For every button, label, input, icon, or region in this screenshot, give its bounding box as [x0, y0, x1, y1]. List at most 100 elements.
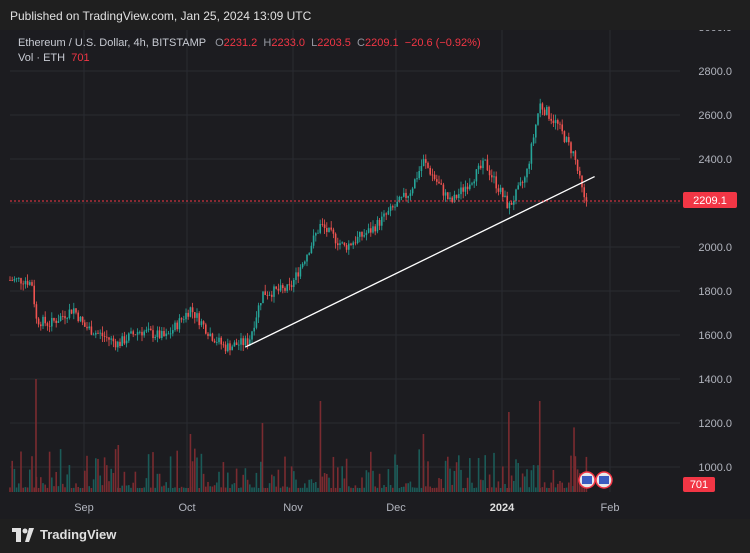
volume-bar — [350, 487, 352, 492]
symbol-title[interactable]: Ethereum / U.S. Dollar, 4h, BITSTAMP — [18, 37, 206, 49]
candle-body — [20, 278, 22, 284]
candle-body — [319, 223, 321, 233]
volume-bar — [216, 482, 218, 492]
candle-body — [521, 182, 524, 183]
candle-body — [455, 194, 458, 199]
candle-body — [229, 343, 231, 351]
volume-bar — [202, 473, 205, 492]
candle-body — [130, 331, 132, 334]
candle-body — [55, 320, 57, 323]
candle-body — [293, 279, 295, 287]
candle-body — [114, 341, 117, 348]
volume-bar — [125, 485, 128, 492]
volume-bar — [88, 486, 90, 492]
volume-spike — [573, 427, 575, 492]
legend-volume-row: Vol · ETH 701 — [18, 51, 481, 66]
volume-bar — [11, 460, 13, 492]
candle-body — [579, 170, 581, 176]
volume-bar — [469, 458, 471, 492]
candle-body — [462, 187, 464, 192]
volume-bar — [537, 465, 539, 492]
volume-bar — [370, 451, 372, 492]
volume-spike — [35, 379, 37, 492]
candle-body — [477, 165, 480, 170]
candle-body — [414, 179, 416, 189]
candle-body — [156, 330, 159, 337]
chart-area[interactable]: 3000.02800.02600.02400.02200.02000.01800… — [0, 22, 750, 519]
volume-bar — [101, 485, 104, 492]
volume-bar — [293, 471, 295, 492]
candle-body — [394, 206, 396, 208]
candle-body — [323, 224, 326, 228]
candle-body — [372, 226, 374, 233]
volume-bar — [299, 487, 302, 492]
candle-body — [585, 197, 588, 202]
volume-bar — [473, 487, 475, 492]
volume-bar — [185, 487, 187, 492]
volume-bar — [108, 481, 110, 492]
candle-body — [367, 228, 370, 233]
volume-bar — [462, 487, 464, 492]
candle-body — [403, 192, 405, 197]
event-markers[interactable] — [578, 471, 613, 489]
candle-body — [9, 280, 11, 281]
volume-bar — [308, 479, 310, 492]
candle-body — [88, 326, 90, 329]
y-tick-label: 2800.0 — [698, 66, 732, 78]
volume-bar — [447, 456, 449, 492]
volume-bar — [524, 476, 526, 492]
x-tick-label: Feb — [601, 502, 620, 514]
volume-bar — [495, 487, 497, 492]
volume-bar — [475, 487, 478, 492]
volume-bar — [504, 483, 506, 492]
candle-body — [53, 317, 55, 321]
volume-bar — [15, 487, 18, 492]
trendline[interactable] — [245, 176, 595, 348]
candle-body — [433, 174, 436, 180]
candle-body — [70, 309, 73, 314]
volume-bar — [427, 461, 429, 492]
volume-bar — [70, 487, 73, 492]
volume-bar — [330, 487, 332, 492]
candle-body — [125, 340, 128, 344]
candle-body — [475, 169, 478, 182]
candle-body — [165, 333, 167, 337]
candle-body — [543, 109, 546, 115]
volume-bar — [517, 462, 519, 492]
volume-bar — [328, 477, 330, 492]
price-chart[interactable]: 3000.02800.02600.02400.02200.02000.01800… — [0, 22, 750, 519]
y-tick-label: 1200.0 — [698, 418, 732, 430]
volume-bar — [576, 469, 579, 492]
candle-body — [268, 294, 271, 296]
volume-bar — [22, 487, 24, 492]
candle-body — [110, 338, 112, 340]
volume-label[interactable]: Vol · ETH — [18, 52, 66, 64]
y-tick-label: 2600.0 — [698, 110, 732, 122]
y-axis[interactable]: 3000.02800.02600.02400.02200.02000.01800… — [698, 22, 732, 474]
candle-body — [563, 131, 566, 142]
tradingview-logo[interactable]: TradingView — [12, 527, 116, 542]
x-axis[interactable]: Sep Oct Nov Dec 2024 Feb — [74, 502, 619, 514]
volume-bar — [460, 469, 462, 492]
high-value: 2233.0 — [271, 37, 306, 49]
volume-bar — [433, 487, 436, 492]
volume-bar — [191, 461, 194, 492]
candle-body — [266, 295, 269, 296]
volume-bar — [110, 468, 112, 492]
candle-body — [75, 308, 77, 313]
volume-bar — [372, 470, 374, 492]
volume-bar — [557, 483, 559, 492]
candle-body — [92, 334, 95, 336]
candle-body — [480, 165, 482, 169]
candle-body — [431, 174, 434, 176]
volume-bar — [306, 487, 308, 492]
volume-bar — [425, 486, 427, 492]
candle-body — [502, 187, 504, 198]
candle-body — [396, 201, 398, 207]
candle-body — [383, 213, 385, 217]
volume-bar — [354, 485, 357, 492]
volume-bar — [506, 487, 508, 492]
candle-body — [216, 342, 218, 343]
candle-body — [282, 285, 284, 289]
candle-body — [416, 178, 418, 180]
